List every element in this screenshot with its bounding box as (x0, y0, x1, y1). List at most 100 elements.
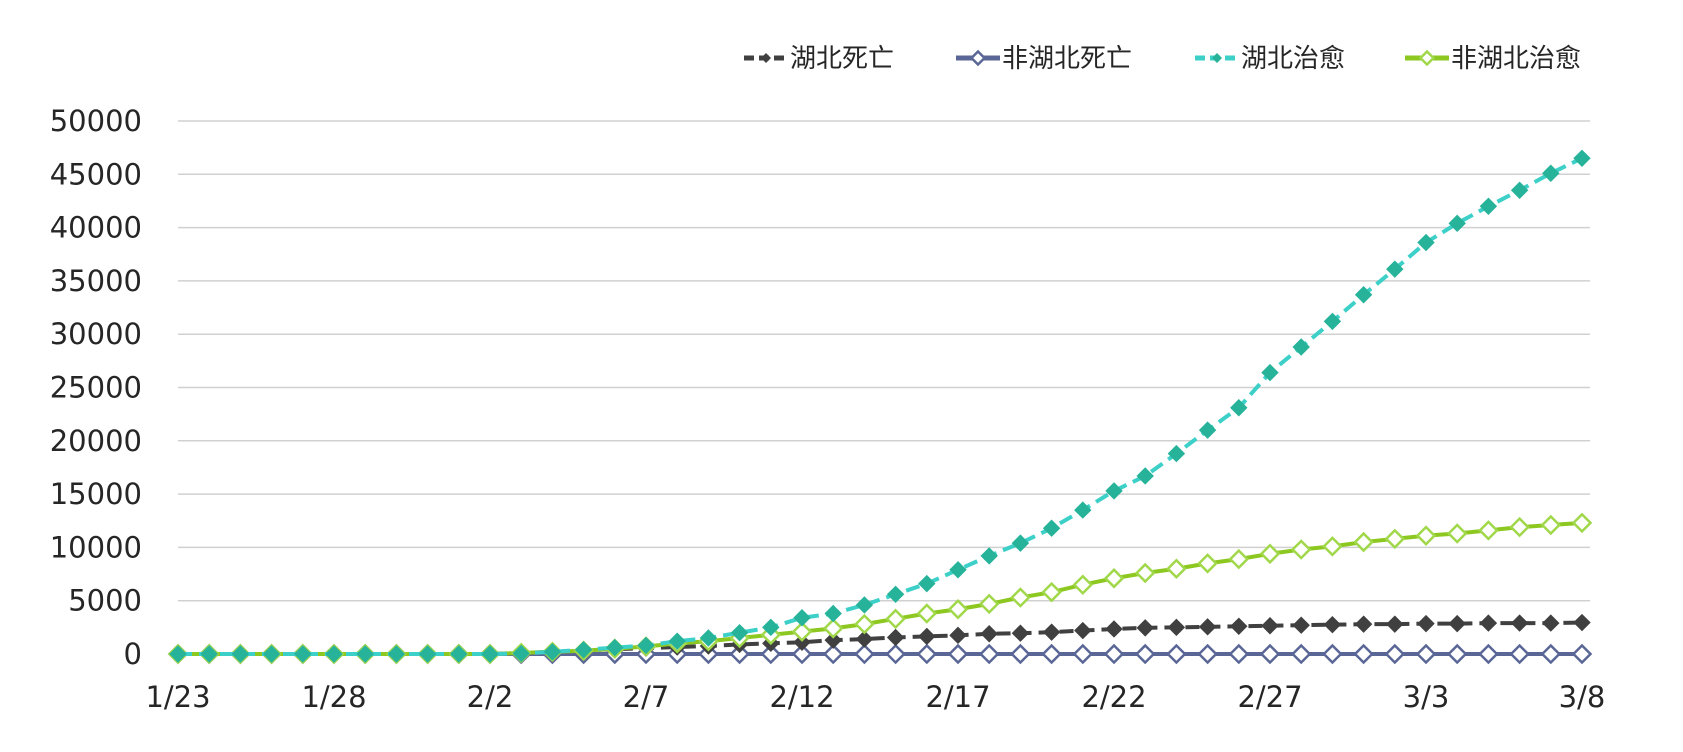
data-point (231, 645, 250, 663)
data-point (1134, 562, 1156, 584)
data-point (262, 645, 281, 663)
data-point (1011, 624, 1030, 642)
data-point (854, 613, 875, 635)
data-point (1074, 501, 1092, 519)
legend-swatch-marker (1418, 49, 1436, 67)
data-point (1510, 181, 1529, 199)
data-point (1290, 643, 1312, 665)
x-tick-label: 2/7 (623, 680, 670, 714)
legend-item: 非湖北治愈 (1405, 44, 1581, 74)
y-tick-label: 45000 (50, 157, 142, 191)
data-point (1446, 523, 1468, 544)
legend-item: 非湖北死亡 (956, 44, 1132, 74)
data-point (822, 643, 844, 665)
data-point (1197, 553, 1218, 574)
legend-label: 湖北治愈 (1241, 44, 1345, 74)
data-point (387, 645, 406, 663)
data-point (606, 638, 624, 657)
y-tick-label: 15000 (50, 477, 142, 511)
data-point (1230, 617, 1248, 635)
data-point (169, 645, 187, 663)
data-point (1230, 399, 1248, 417)
series-line (178, 156, 1583, 656)
data-point (294, 645, 312, 663)
data-point (1322, 536, 1343, 557)
data-point (978, 593, 1000, 615)
data-point (885, 643, 906, 665)
data-point (1478, 520, 1499, 541)
x-tick-label: 2/12 (769, 680, 834, 714)
data-point (1386, 615, 1404, 633)
data-point (886, 628, 905, 647)
data-point (1166, 643, 1187, 665)
data-point (1197, 643, 1218, 665)
data-point (1136, 467, 1154, 485)
data-point (1292, 616, 1310, 634)
legend-label: 湖北死亡 (790, 44, 894, 74)
data-point (824, 604, 842, 623)
data-point (1166, 558, 1187, 579)
data-point (824, 631, 842, 649)
data-point (822, 618, 844, 639)
data-point (356, 645, 374, 663)
y-tick-label: 25000 (50, 371, 142, 405)
data-point (1322, 643, 1343, 665)
data-point (949, 561, 967, 579)
data-point (886, 585, 905, 604)
data-point (1167, 618, 1186, 637)
data-point (1386, 260, 1404, 278)
data-point (1198, 421, 1217, 439)
data-point (980, 625, 998, 643)
x-tick-label: 1/28 (301, 680, 366, 714)
data-point (793, 609, 811, 627)
data-point (854, 643, 875, 665)
data-point (1448, 214, 1466, 233)
legend-label: 非湖北死亡 (1002, 44, 1132, 74)
data-point (1010, 587, 1031, 608)
x-tick-label: 2/22 (1081, 680, 1146, 714)
data-point (1323, 312, 1342, 331)
legend-swatch-marker (969, 49, 987, 67)
data-point (1571, 512, 1593, 534)
data-point (1167, 444, 1186, 463)
data-point (481, 645, 499, 663)
data-point (1478, 643, 1499, 665)
data-point (1041, 643, 1062, 665)
data-point (947, 643, 969, 665)
legend-item: 湖北治愈 (1195, 44, 1345, 74)
series-group (167, 149, 1593, 665)
x-tick-label: 2/2 (467, 680, 514, 714)
data-point (1573, 613, 1591, 632)
data-point (1228, 643, 1250, 665)
data-point (1134, 643, 1156, 665)
y-tick-label: 10000 (50, 530, 142, 564)
x-axis-tick-labels: 1/23 1/28 2/2 2/7 2/12 2/17 2/22 2/27 3/3 3/8 (145, 680, 1605, 714)
data-point (1072, 643, 1094, 665)
data-point (1105, 482, 1123, 500)
data-point (760, 643, 782, 665)
data-point (916, 643, 938, 665)
data-point (1041, 581, 1062, 603)
data-point (1540, 514, 1562, 536)
data-point (1415, 643, 1437, 665)
x-tick-label: 3/8 (1559, 680, 1606, 714)
y-tick-label: 35000 (50, 264, 142, 298)
data-point (1261, 363, 1279, 382)
data-point (949, 626, 967, 645)
data-point (916, 603, 938, 624)
data-point (855, 596, 874, 614)
data-point (1198, 618, 1217, 636)
data-point (699, 629, 718, 647)
data-point (1323, 615, 1342, 634)
data-point (1074, 621, 1092, 640)
data-point (1261, 617, 1279, 635)
x-tick-label: 2/27 (1237, 680, 1302, 714)
data-point (947, 598, 969, 620)
data-point (512, 644, 530, 663)
data-point (1415, 525, 1437, 546)
data-point (450, 645, 468, 663)
data-point (1353, 643, 1374, 665)
series-3 (167, 512, 1593, 665)
data-point (1042, 623, 1061, 641)
data-point (978, 643, 1000, 665)
